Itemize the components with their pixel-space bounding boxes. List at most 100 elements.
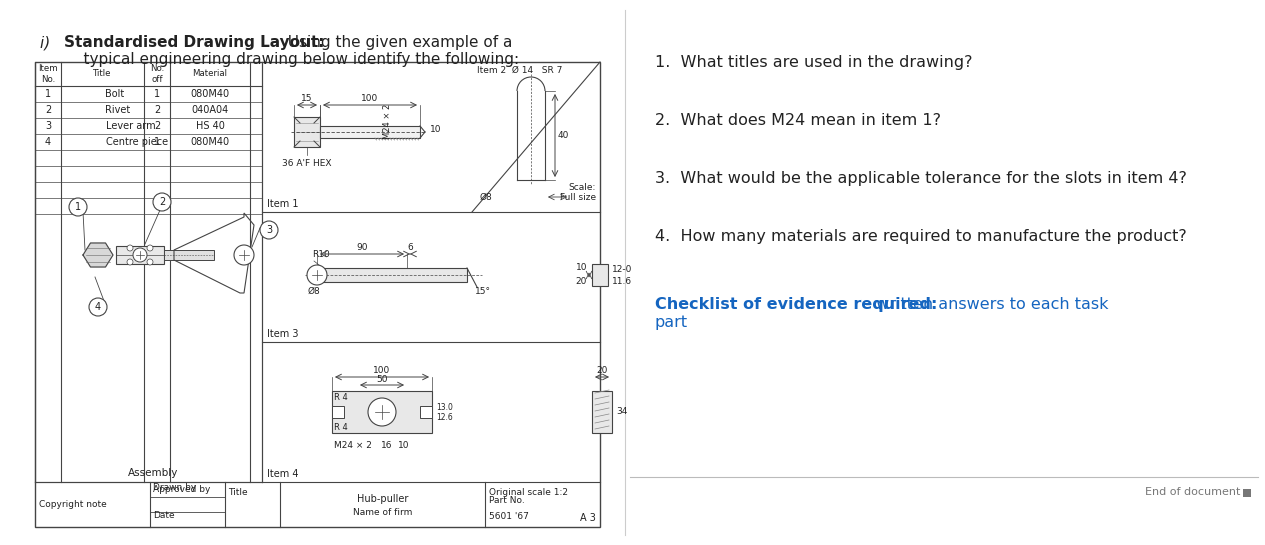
Bar	[164, 250, 214, 260]
Text: Copyright note: Copyright note	[39, 500, 106, 509]
Text: Standardised Drawing Layout:: Standardised Drawing Layout:	[65, 35, 325, 50]
Text: Using the given example of a: Using the given example of a	[278, 35, 512, 50]
Text: 1: 1	[75, 202, 81, 212]
Text: Approved by: Approved by	[153, 486, 210, 494]
Text: M24 × 2: M24 × 2	[334, 441, 372, 450]
Text: 5601 '67: 5601 '67	[490, 512, 529, 521]
Text: 3.  What would be the applicable tolerance for the slots in item 4?: 3. What would be the applicable toleranc…	[655, 171, 1187, 186]
Text: R 4: R 4	[334, 392, 348, 402]
Text: 1.  What titles are used in the drawing?: 1. What titles are used in the drawing?	[655, 55, 973, 70]
Text: - written answers to each task: - written answers to each task	[855, 297, 1108, 312]
Text: Original scale 1:2: Original scale 1:2	[490, 488, 568, 497]
Text: Hub-puller: Hub-puller	[357, 494, 409, 505]
Text: 100: 100	[362, 94, 378, 103]
Text: Title: Title	[228, 488, 248, 497]
Text: 2.  What does M24 mean in item 1?: 2. What does M24 mean in item 1?	[655, 113, 941, 128]
Text: Part No.: Part No.	[490, 496, 525, 505]
Bar	[592, 264, 608, 286]
Circle shape	[307, 265, 326, 285]
Bar	[318, 268, 467, 282]
Text: M24 × 2: M24 × 2	[383, 104, 392, 140]
Bar	[420, 406, 433, 418]
Text: HS 40: HS 40	[196, 121, 224, 131]
Text: 90: 90	[357, 243, 368, 252]
Circle shape	[126, 245, 133, 251]
Text: 11.6: 11.6	[612, 276, 632, 286]
Text: End of document: End of document	[1145, 487, 1240, 497]
Text: 080M40: 080M40	[191, 137, 229, 147]
Circle shape	[70, 198, 87, 216]
Text: R10: R10	[312, 250, 330, 259]
Circle shape	[126, 259, 133, 265]
Text: 20: 20	[596, 366, 607, 375]
Text: 4.  How many materials are required to manufacture the product?: 4. How many materials are required to ma…	[655, 229, 1187, 244]
Text: 6: 6	[407, 243, 412, 252]
Text: Centre piece: Centre piece	[105, 137, 168, 147]
Circle shape	[147, 245, 153, 251]
Text: No.
off: No. off	[149, 64, 164, 84]
Text: A 3: A 3	[581, 513, 596, 523]
Bar	[293, 117, 320, 147]
Text: typical engineering drawing below identify the following:: typical engineering drawing below identi…	[65, 52, 519, 67]
Bar	[1243, 489, 1251, 497]
Text: 15: 15	[301, 94, 312, 103]
Text: 2: 2	[159, 197, 166, 207]
Bar	[320, 126, 420, 138]
Text: 1: 1	[154, 89, 161, 99]
Bar	[35, 62, 600, 527]
Text: 20: 20	[576, 276, 587, 286]
Text: Full size: Full size	[560, 193, 596, 202]
Text: 50: 50	[376, 375, 388, 384]
Text: Checklist of evidence required:: Checklist of evidence required:	[655, 297, 937, 312]
Text: Scale:: Scale:	[569, 183, 596, 192]
Text: 3: 3	[266, 225, 272, 235]
Text: 100: 100	[373, 366, 391, 375]
Text: 10: 10	[576, 263, 587, 272]
Text: 40: 40	[558, 131, 569, 140]
Text: Drawn by: Drawn by	[153, 483, 196, 493]
Text: 1: 1	[154, 137, 161, 147]
Text: Bolt: Bolt	[105, 89, 125, 99]
Bar	[331, 406, 344, 418]
Text: 36 A'F HEX: 36 A'F HEX	[282, 159, 331, 168]
Text: 4: 4	[46, 137, 51, 147]
Text: 34: 34	[616, 408, 627, 416]
Text: Lever arm: Lever arm	[105, 121, 156, 131]
Text: Rivet: Rivet	[105, 105, 130, 115]
Text: Date: Date	[153, 512, 175, 520]
Text: 3: 3	[46, 121, 51, 131]
Circle shape	[147, 259, 153, 265]
Text: Item 3: Item 3	[267, 329, 299, 339]
Circle shape	[89, 298, 108, 316]
Text: Material: Material	[192, 70, 228, 78]
Text: Ø8: Ø8	[307, 287, 320, 296]
Text: Assembly: Assembly	[128, 468, 178, 478]
Text: 10: 10	[398, 441, 410, 450]
Text: Title: Title	[94, 70, 111, 78]
Text: 4: 4	[95, 302, 101, 312]
Text: 040A04: 040A04	[191, 105, 229, 115]
Text: Item
No.: Item No.	[38, 64, 58, 84]
Circle shape	[368, 398, 396, 426]
Text: 2: 2	[154, 105, 161, 115]
Text: 2: 2	[154, 121, 161, 131]
Text: 080M40: 080M40	[191, 89, 229, 99]
Text: part: part	[655, 315, 688, 330]
Text: 2: 2	[44, 105, 51, 115]
Text: 12.6: 12.6	[436, 413, 453, 421]
Text: 13.0: 13.0	[436, 403, 453, 411]
Text: Item 2  Ø 14   SR 7: Item 2 Ø 14 SR 7	[477, 66, 563, 75]
Text: 1: 1	[46, 89, 51, 99]
Circle shape	[153, 193, 171, 211]
Circle shape	[261, 221, 278, 239]
Bar	[331, 391, 433, 433]
Polygon shape	[83, 243, 113, 267]
Text: Name of firm: Name of firm	[353, 508, 412, 517]
Bar	[592, 391, 612, 433]
Text: R 4: R 4	[334, 422, 348, 432]
Text: i): i)	[40, 35, 59, 50]
Bar	[116, 246, 164, 264]
Text: Ø8: Ø8	[479, 192, 493, 202]
Text: 12-0: 12-0	[612, 265, 632, 275]
Text: 16: 16	[381, 441, 392, 450]
